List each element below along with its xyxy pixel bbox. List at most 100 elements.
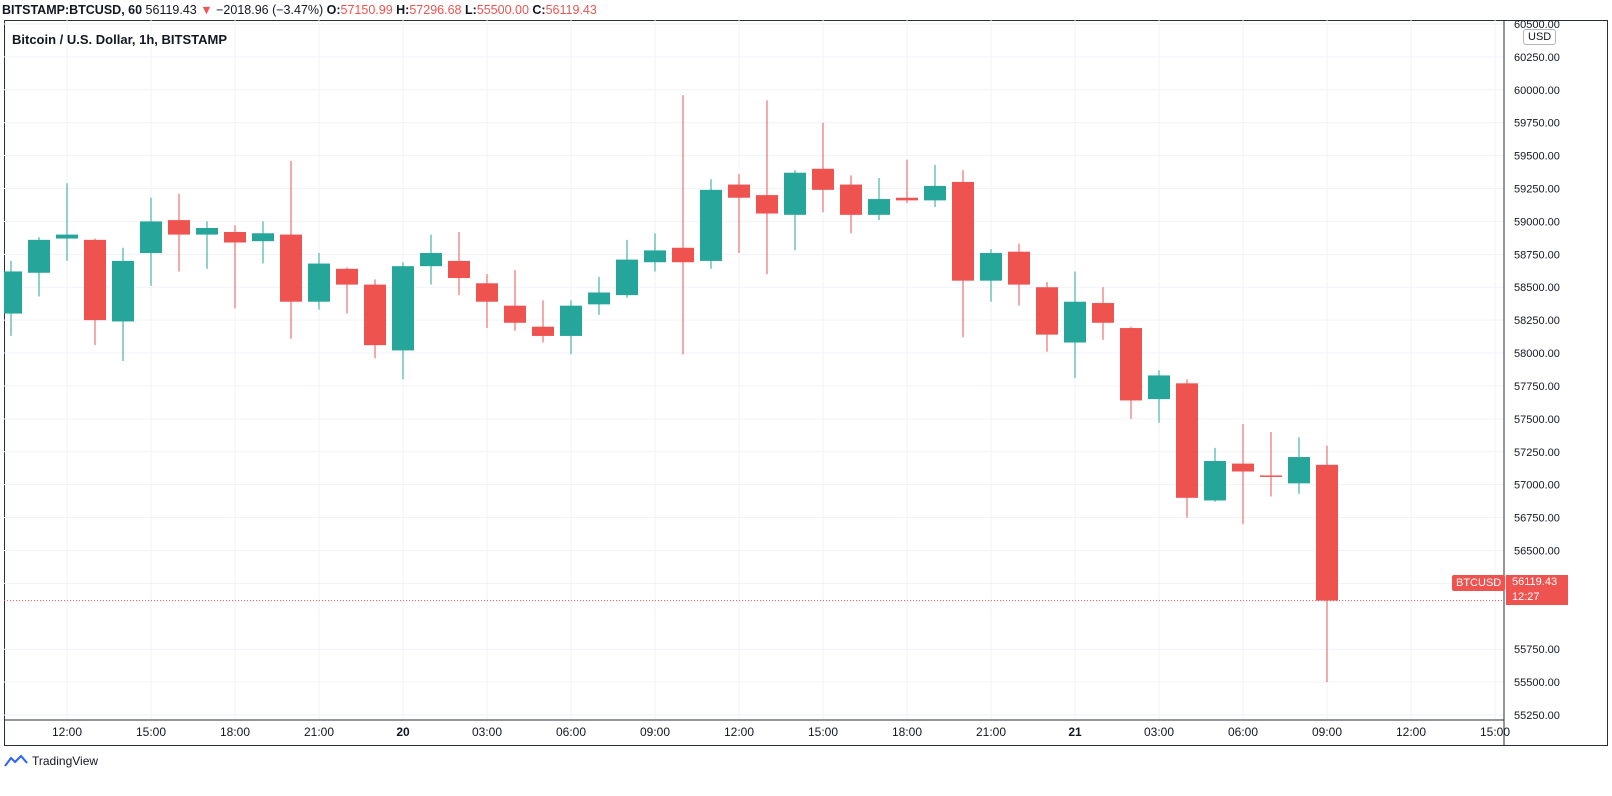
candle-body[interactable] — [868, 199, 890, 215]
x-tick-label: 03:00 — [472, 725, 502, 739]
candle-body[interactable] — [420, 253, 442, 267]
candle-body[interactable] — [896, 197, 918, 201]
candle-body[interactable] — [308, 263, 330, 302]
candle-body[interactable] — [1064, 301, 1086, 343]
y-tick-label: 59250.00 — [1514, 184, 1560, 196]
candle-body[interactable] — [980, 253, 1002, 281]
symbol-name[interactable]: BITSTAMP:BTCUSD, 60 — [2, 3, 143, 17]
y-tick-label: 55750.00 — [1514, 644, 1560, 656]
candle-body[interactable] — [84, 239, 106, 321]
last-price: 56119.43 — [145, 3, 197, 17]
brand-name: TradingView — [32, 754, 99, 768]
candle-body[interactable] — [336, 268, 358, 285]
candle-body[interactable] — [1176, 383, 1198, 498]
candle-body[interactable] — [1120, 328, 1142, 401]
chart-frame[interactable] — [4, 20, 1608, 746]
candle-body[interactable] — [28, 239, 50, 273]
y-tick-label: 59000.00 — [1514, 216, 1560, 228]
x-tick-label: 21 — [1068, 725, 1082, 739]
candle-body[interactable] — [840, 184, 862, 215]
last-price-tag-value: 56119.43 — [1512, 576, 1558, 588]
candle-body[interactable] — [140, 221, 162, 254]
y-tick-label: 60500.00 — [1514, 20, 1560, 31]
candle-body[interactable] — [1260, 475, 1282, 477]
x-tick-label: 20 — [396, 725, 410, 739]
candle-body[interactable] — [1148, 375, 1170, 400]
candle-body[interactable] — [168, 220, 190, 235]
candle-body[interactable] — [4, 271, 22, 314]
y-tick-label: 55500.00 — [1514, 677, 1560, 689]
candle-body[interactable] — [392, 266, 414, 351]
candle-body[interactable] — [924, 185, 946, 201]
chart-legend: Bitcoin / U.S. Dollar, 1h, BITSTAMP — [12, 32, 228, 47]
y-tick-label: 57250.00 — [1514, 447, 1560, 459]
down-arrow-icon: ▼ — [200, 3, 213, 17]
candle-body[interactable] — [728, 184, 750, 198]
candle-body[interactable] — [784, 172, 806, 215]
candle-body[interactable] — [756, 195, 778, 214]
candle-body[interactable] — [560, 305, 582, 336]
open-label: O: — [326, 3, 341, 17]
y-tick-label: 57500.00 — [1514, 414, 1560, 426]
candle-body[interactable] — [700, 189, 722, 261]
y-tick-label: 58750.00 — [1514, 249, 1560, 261]
open-value: 57150.99 — [340, 3, 393, 17]
low-value: 55500.00 — [476, 3, 529, 17]
tradingview-logo-icon — [4, 754, 28, 767]
candle-body[interactable] — [280, 234, 302, 302]
candle-body[interactable] — [56, 234, 78, 239]
candle-body[interactable] — [616, 259, 638, 296]
x-tick-label: 09:00 — [640, 725, 670, 739]
price-change: −2018.96 (−3.47%) — [216, 3, 324, 17]
low-label: L: — [464, 3, 477, 17]
y-tick-label: 57000.00 — [1514, 480, 1560, 492]
candle-body[interactable] — [1232, 463, 1254, 472]
candle-body[interactable] — [672, 247, 694, 263]
candle-body[interactable] — [1092, 303, 1114, 323]
candle-body[interactable] — [812, 168, 834, 190]
x-tick-label: 03:00 — [1144, 725, 1174, 739]
x-tick-label: 12:00 — [1396, 725, 1426, 739]
y-tick-label: 55250.00 — [1514, 710, 1560, 722]
y-tick-label: 59750.00 — [1514, 118, 1560, 130]
candle-body[interactable] — [644, 250, 666, 263]
candle-body[interactable] — [252, 233, 274, 242]
y-tick-label: 60000.00 — [1514, 85, 1560, 97]
y-tick-label: 56750.00 — [1514, 513, 1560, 525]
close-label: C: — [532, 3, 546, 17]
symbol-header: BITSTAMP:BTCUSD, 60 56119.43 ▼ −2018.96 … — [0, 0, 1612, 20]
candle-body[interactable] — [476, 283, 498, 302]
last-price-tag: 56119.43 12:27 — [1506, 575, 1568, 605]
candle-body[interactable] — [112, 260, 134, 322]
candle-body[interactable] — [364, 284, 386, 346]
y-tick-label: 57750.00 — [1514, 381, 1560, 393]
y-tick-label: 59500.00 — [1514, 151, 1560, 163]
candle-body[interactable] — [1316, 464, 1338, 601]
candle-body[interactable] — [1288, 457, 1310, 484]
candle-body[interactable] — [504, 305, 526, 323]
high-value: 57296.68 — [409, 3, 462, 17]
candle-body[interactable] — [1036, 287, 1058, 335]
candle-body[interactable] — [532, 326, 554, 336]
candle-body[interactable] — [1008, 251, 1030, 285]
candle-body[interactable] — [588, 292, 610, 305]
candle-body[interactable] — [224, 231, 246, 243]
high-label: H: — [396, 3, 410, 17]
footer[interactable]: TradingView — [4, 754, 98, 768]
candle-body[interactable] — [448, 260, 470, 279]
candle-body[interactable] — [1204, 460, 1226, 501]
x-tick-label: 06:00 — [1228, 725, 1258, 739]
y-tick-label: 58250.00 — [1514, 315, 1560, 327]
y-tick-label: 56500.00 — [1514, 545, 1560, 557]
x-tick-label: 21:00 — [304, 725, 334, 739]
y-tick-label: 60250.00 — [1514, 52, 1560, 64]
x-tick-label: 15:00 — [136, 725, 166, 739]
x-tick-label: 15:00 — [1480, 725, 1510, 739]
x-tick-label: 18:00 — [892, 725, 922, 739]
currency-badge[interactable]: USD — [1523, 29, 1557, 45]
x-tick-label: 15:00 — [808, 725, 838, 739]
candle-body[interactable] — [196, 228, 218, 235]
x-tick-label: 09:00 — [1312, 725, 1342, 739]
candle-body[interactable] — [952, 181, 974, 281]
candlestick-chart[interactable]: 55250.0055500.0055750.0056250.0056500.00… — [4, 20, 1608, 746]
